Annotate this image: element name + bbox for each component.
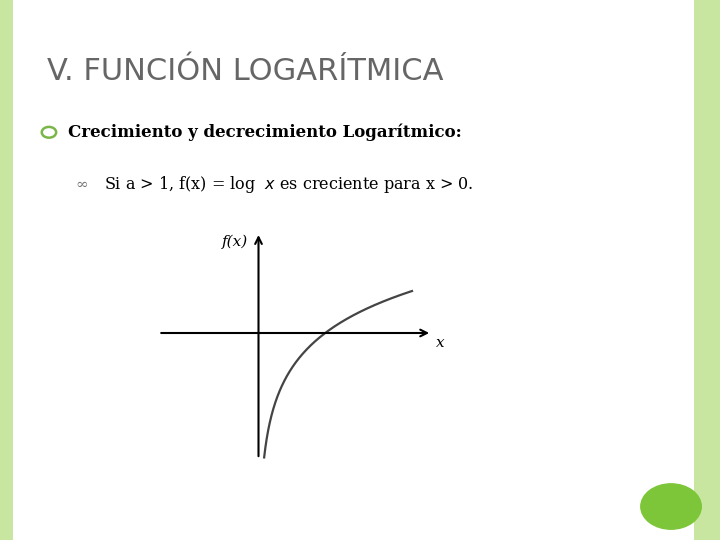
Text: f(x): f(x) bbox=[222, 235, 248, 249]
Text: ∞: ∞ bbox=[76, 178, 89, 192]
Bar bbox=[0, 0, 13, 540]
Text: V. FUNCIÓN LOGARÍTMICA: V. FUNCIÓN LOGARÍTMICA bbox=[47, 57, 444, 86]
Bar bbox=[694, 0, 720, 540]
Text: Si a > 1, f(x) = log  $\mathit{x}$ es creciente para x > 0.: Si a > 1, f(x) = log $\mathit{x}$ es cre… bbox=[104, 174, 474, 195]
Text: x: x bbox=[436, 335, 445, 349]
Text: Crecimiento y decrecimiento Logarítmico:: Crecimiento y decrecimiento Logarítmico: bbox=[68, 124, 462, 141]
Circle shape bbox=[641, 484, 701, 529]
